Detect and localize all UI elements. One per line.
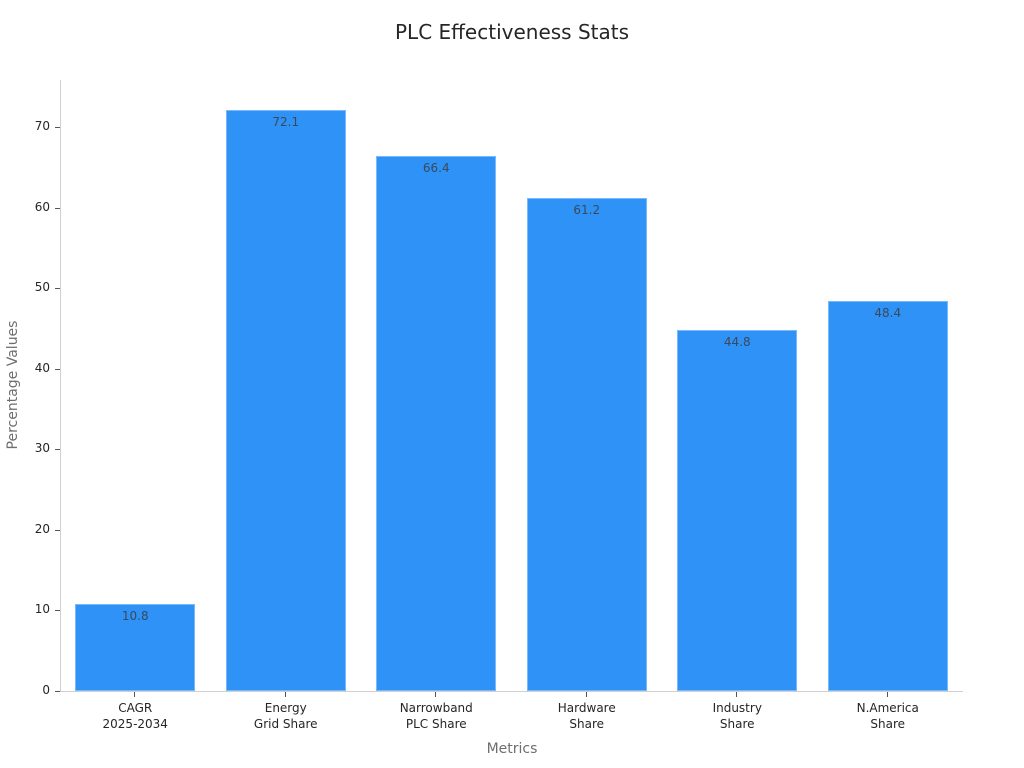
y-tick-label: 70: [34, 119, 50, 133]
y-tick-mark: [55, 691, 60, 692]
bar: 10.8: [75, 603, 196, 691]
y-tick-label: 20: [34, 521, 50, 536]
bar-value-label: 72.1: [272, 115, 300, 130]
bar: 61.2: [526, 197, 647, 691]
x-tick-mark: [585, 692, 587, 697]
bar: 48.4: [827, 301, 948, 691]
bar-value-label: 61.2: [573, 202, 601, 217]
y-tick-label: 30: [34, 441, 50, 456]
y-tick-mark: [55, 368, 60, 370]
x-tick-mark: [886, 692, 888, 697]
y-tick-label: 0: [42, 683, 50, 697]
x-tick-label: Industry Share: [712, 701, 762, 731]
bar: 72.1: [225, 110, 346, 691]
y-tick-label: 40: [34, 360, 50, 375]
x-tick-label: Narrowband PLC Share: [399, 701, 473, 731]
y-tick-mark: [55, 449, 60, 451]
x-tick-label: Energy Grid Share: [253, 701, 318, 731]
y-tick-mark: [55, 610, 60, 612]
bar-value-label: 48.4: [874, 306, 902, 321]
y-tick-mark: [55, 288, 60, 290]
x-tick-mark: [284, 692, 286, 697]
x-tick-mark: [435, 692, 437, 697]
bar-value-label: 66.4: [422, 161, 450, 175]
bar-value-label: 44.8: [723, 335, 751, 350]
chart-title: PLC Effectiveness Stats: [394, 20, 629, 44]
bar-value-label: 10.8: [121, 608, 149, 623]
y-axis-line: [60, 80, 61, 692]
x-tick-label: N.America Share: [856, 701, 919, 731]
y-tick-mark: [55, 207, 60, 209]
bar: 44.8: [677, 330, 798, 691]
y-tick-label: 50: [34, 280, 50, 295]
x-tick-mark: [134, 692, 136, 697]
y-tick-mark: [55, 127, 60, 128]
bar: 66.4: [376, 156, 497, 691]
y-tick-label: 10: [34, 602, 50, 617]
x-axis-line: [60, 691, 963, 692]
y-tick-mark: [55, 529, 60, 531]
x-tick-mark: [736, 692, 738, 697]
x-tick-label: Hardware Share: [557, 701, 616, 731]
x-axis-label: Metrics: [486, 741, 538, 757]
x-tick-label: CAGR 2025-2034: [102, 701, 168, 731]
y-tick-label: 60: [34, 199, 50, 214]
y-axis-label: Percentage Values: [5, 320, 21, 450]
